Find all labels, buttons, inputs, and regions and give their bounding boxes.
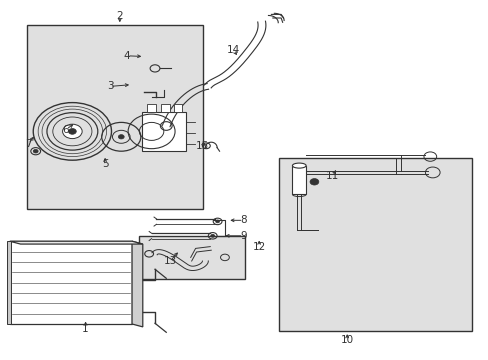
Bar <box>161 104 170 112</box>
Text: 8: 8 <box>240 215 246 225</box>
Text: 6: 6 <box>62 125 69 135</box>
Text: 12: 12 <box>252 242 265 252</box>
Circle shape <box>215 220 219 223</box>
Text: 15: 15 <box>196 141 209 151</box>
Bar <box>7 241 11 324</box>
Bar <box>146 104 155 112</box>
Circle shape <box>62 124 82 139</box>
Circle shape <box>210 234 214 237</box>
Text: 9: 9 <box>240 231 246 241</box>
Ellipse shape <box>292 163 305 168</box>
Text: 14: 14 <box>226 45 240 55</box>
Polygon shape <box>132 241 142 327</box>
Circle shape <box>33 149 38 153</box>
Polygon shape <box>10 241 142 244</box>
Text: 7: 7 <box>25 139 32 149</box>
Bar <box>292 166 305 194</box>
Circle shape <box>309 179 318 185</box>
Text: 5: 5 <box>102 159 108 169</box>
Polygon shape <box>10 241 132 324</box>
Text: 2: 2 <box>116 11 123 21</box>
Text: 10: 10 <box>340 335 353 345</box>
Text: 4: 4 <box>123 51 130 61</box>
Bar <box>139 236 244 279</box>
Text: 11: 11 <box>325 171 339 181</box>
Text: 3: 3 <box>106 81 113 91</box>
Circle shape <box>118 135 124 139</box>
Circle shape <box>68 129 76 134</box>
Bar <box>173 104 182 112</box>
Bar <box>142 112 185 151</box>
Bar <box>27 25 203 209</box>
Text: 13: 13 <box>163 256 177 266</box>
Text: 1: 1 <box>82 324 89 334</box>
Bar <box>278 158 471 331</box>
